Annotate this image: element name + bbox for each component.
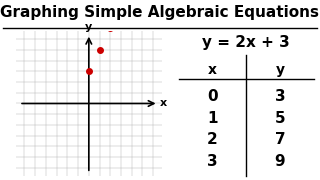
Text: 0: 0 — [207, 89, 218, 104]
Text: x: x — [208, 63, 217, 77]
Text: y: y — [276, 63, 284, 77]
Text: 7: 7 — [275, 132, 285, 147]
Text: 3: 3 — [275, 89, 285, 104]
Text: 5: 5 — [275, 111, 285, 126]
Text: x: x — [160, 98, 167, 109]
Text: 2: 2 — [207, 132, 218, 147]
Text: 1: 1 — [207, 111, 218, 126]
Text: 3: 3 — [207, 154, 218, 169]
Text: Graphing Simple Algebraic Equations: Graphing Simple Algebraic Equations — [1, 5, 319, 20]
Text: y: y — [85, 22, 92, 32]
Text: 9: 9 — [275, 154, 285, 169]
Text: y = 2x + 3: y = 2x + 3 — [202, 35, 290, 50]
